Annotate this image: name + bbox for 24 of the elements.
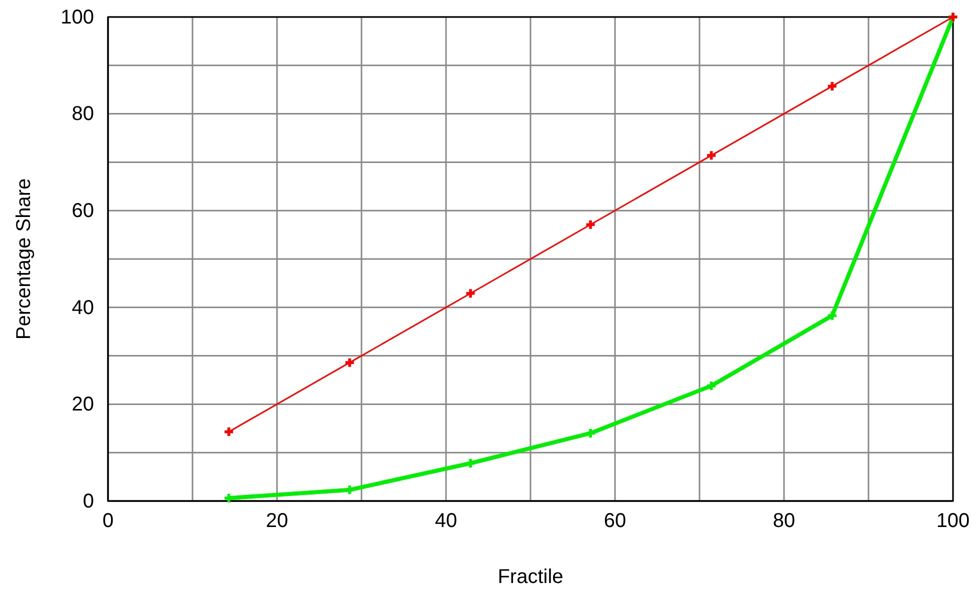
point [586, 428, 595, 438]
point [466, 289, 475, 298]
y-tick-label: 20 [72, 394, 94, 416]
x-tick-label: 40 [434, 510, 458, 532]
point [586, 220, 595, 229]
x-axis-title: Fractile [498, 566, 564, 588]
x-tick-label: 80 [772, 510, 796, 532]
point [707, 151, 716, 160]
x-tick-label: 0 [102, 510, 114, 532]
point [345, 358, 354, 367]
y-tick-label: 100 [60, 6, 94, 28]
x-tick-label: 100 [936, 510, 970, 532]
x-tick-label: 20 [266, 510, 288, 532]
y-tick-label: 0 [82, 490, 94, 512]
y-tick-label: 40 [72, 296, 94, 319]
point [828, 311, 836, 320]
x-tick-label: 60 [604, 510, 626, 532]
y-tick-label: 60 [72, 200, 94, 222]
y-tick-label: 80 [72, 103, 94, 126]
point [466, 459, 475, 468]
point [828, 82, 836, 90]
point [707, 382, 716, 390]
y-axis-title: Percentage Share [13, 178, 35, 340]
point [224, 428, 234, 436]
